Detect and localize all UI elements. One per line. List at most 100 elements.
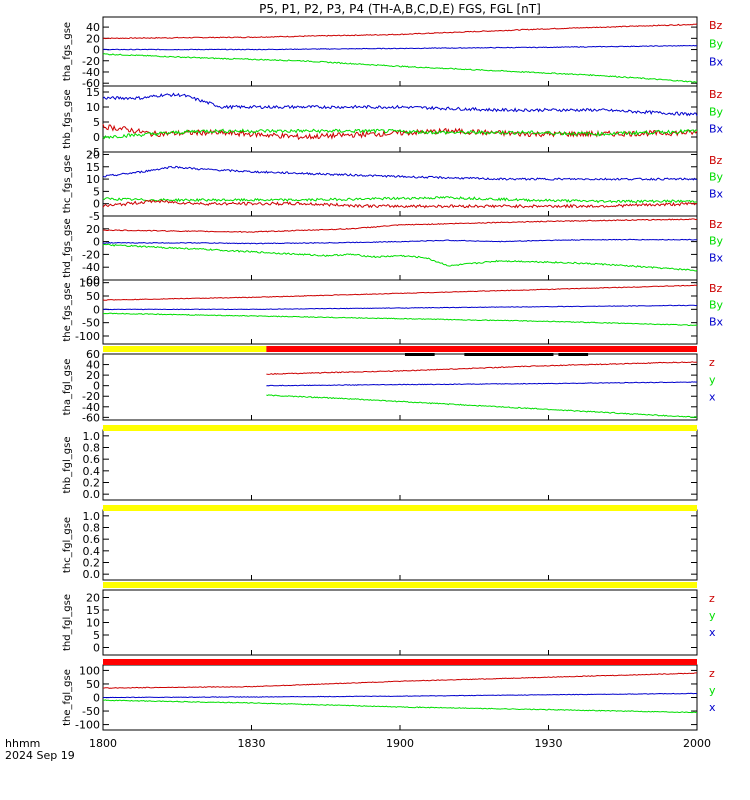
status-segment <box>103 505 697 511</box>
series-line-y <box>266 381 698 387</box>
y-tick-label: 5 <box>93 185 100 198</box>
y-tick-label: 0 <box>93 44 100 57</box>
x-tick-label: 1900 <box>386 737 414 750</box>
series-line-Bz <box>102 284 698 301</box>
y-tick-label: 40 <box>86 359 100 372</box>
legend-By: By <box>709 299 724 312</box>
y-axis-label: thc_fgs_gse <box>62 155 73 214</box>
y-axis-label: thd_fgs_gse <box>62 218 73 277</box>
y-tick-label: 20 <box>86 592 100 605</box>
y-axis-label: thc_fgl_gse <box>62 517 73 573</box>
status-bars-group <box>103 346 697 665</box>
status-bar <box>103 346 697 356</box>
series-line-z <box>102 672 697 689</box>
y-tick-label: 0 <box>93 198 100 211</box>
y-tick-label: 10 <box>86 173 100 186</box>
panel-frame <box>102 509 698 581</box>
series-line-Bz <box>102 92 698 117</box>
legend-By: By <box>709 235 724 248</box>
status-segment <box>103 582 697 588</box>
status-segment <box>103 425 697 431</box>
status-bar <box>103 659 697 665</box>
status-mark <box>404 353 435 356</box>
series-line-Bx <box>102 312 698 326</box>
legend-Bx: Bx <box>709 251 724 264</box>
legend-x: x <box>709 701 716 714</box>
status-mark <box>464 353 554 356</box>
series-line-By <box>102 196 698 204</box>
legend-y: y <box>709 684 716 697</box>
y-tick-label: 0 <box>93 380 100 393</box>
legend-y: y <box>709 373 716 386</box>
x-tick-label: 2000 <box>683 737 711 750</box>
legend-By: By <box>709 171 724 184</box>
status-segment <box>103 659 697 665</box>
y-tick-label: 0 <box>93 131 100 144</box>
panel-frame <box>102 589 698 656</box>
y-tick-label: 20 <box>86 32 100 45</box>
series-line-By <box>102 238 698 245</box>
y-axis-label: the_fgs_gse <box>62 282 73 341</box>
y-tick-label: 20 <box>86 148 100 161</box>
legend-Bx: Bx <box>709 187 724 200</box>
status-mark <box>558 353 589 356</box>
y-tick-label: -60 <box>82 274 100 287</box>
y-tick-label: 0.8 <box>83 522 101 535</box>
y-tick-label: -60 <box>82 411 100 424</box>
series-line-By <box>102 44 698 51</box>
y-tick-label: 0.6 <box>83 533 101 546</box>
panel-frame <box>102 429 698 501</box>
y-tick-label: 15 <box>86 604 100 617</box>
y-tick-label: 15 <box>86 161 100 174</box>
y-tick-label: -50 <box>82 317 100 330</box>
status-bar <box>103 582 697 588</box>
legend-Bx: Bx <box>709 56 724 69</box>
y-tick-label: -100 <box>75 719 100 732</box>
series-line-Bz <box>102 165 698 181</box>
series-line-Bx <box>102 128 698 140</box>
legend-By: By <box>709 105 724 118</box>
y-tick-label: 0.4 <box>83 465 101 478</box>
y-tick-label: 50 <box>86 290 100 303</box>
panel-thb_fgl: 0.00.20.40.60.81.0 thb_fgl_gse <box>62 429 698 501</box>
y-tick-label: 0.8 <box>83 442 101 455</box>
series-line-Bx <box>102 243 698 272</box>
y-axis-label: tha_fgl_gse <box>62 359 73 416</box>
y-tick-label: 0 <box>93 236 100 249</box>
status-bar <box>103 425 697 431</box>
legend-Bz: Bz <box>709 282 723 295</box>
y-tick-label: -20 <box>82 248 100 261</box>
series-line-Bz <box>103 23 698 40</box>
y-tick-label: 100 <box>79 664 100 677</box>
y-tick-label: -40 <box>82 261 100 274</box>
x-tick-label: 1830 <box>238 737 266 750</box>
y-tick-label: 10 <box>86 617 100 630</box>
y-tick-label: 100 <box>79 277 100 290</box>
y-tick-label: 5 <box>93 116 100 129</box>
series-line-Bx <box>102 53 698 83</box>
legend-z: z <box>709 592 715 605</box>
y-tick-label: -5 <box>89 146 100 159</box>
y-axis-label: thd_fgl_gse <box>62 594 73 651</box>
chart-title: P5, P1, P2, P3, P4 (TH-A,B,C,D,E) FGS, F… <box>259 2 541 16</box>
y-tick-label: 0 <box>93 303 100 316</box>
series-line-Bz <box>102 218 698 233</box>
series-line-z <box>266 361 698 375</box>
y-tick-label: 60 <box>86 348 100 361</box>
legend-Bz: Bz <box>709 218 723 231</box>
status-segment <box>266 346 697 352</box>
series-line-x <box>266 394 698 419</box>
series-line-x <box>102 699 698 714</box>
y-tick-label: 0.0 <box>83 568 101 581</box>
legend-Bz: Bz <box>709 88 723 101</box>
status-bar <box>103 505 697 511</box>
x-tick-label: 1930 <box>535 737 563 750</box>
y-axis-label: the_fgl_gse <box>62 669 73 726</box>
legend-z: z <box>709 667 715 680</box>
y-tick-label: -20 <box>82 390 100 403</box>
